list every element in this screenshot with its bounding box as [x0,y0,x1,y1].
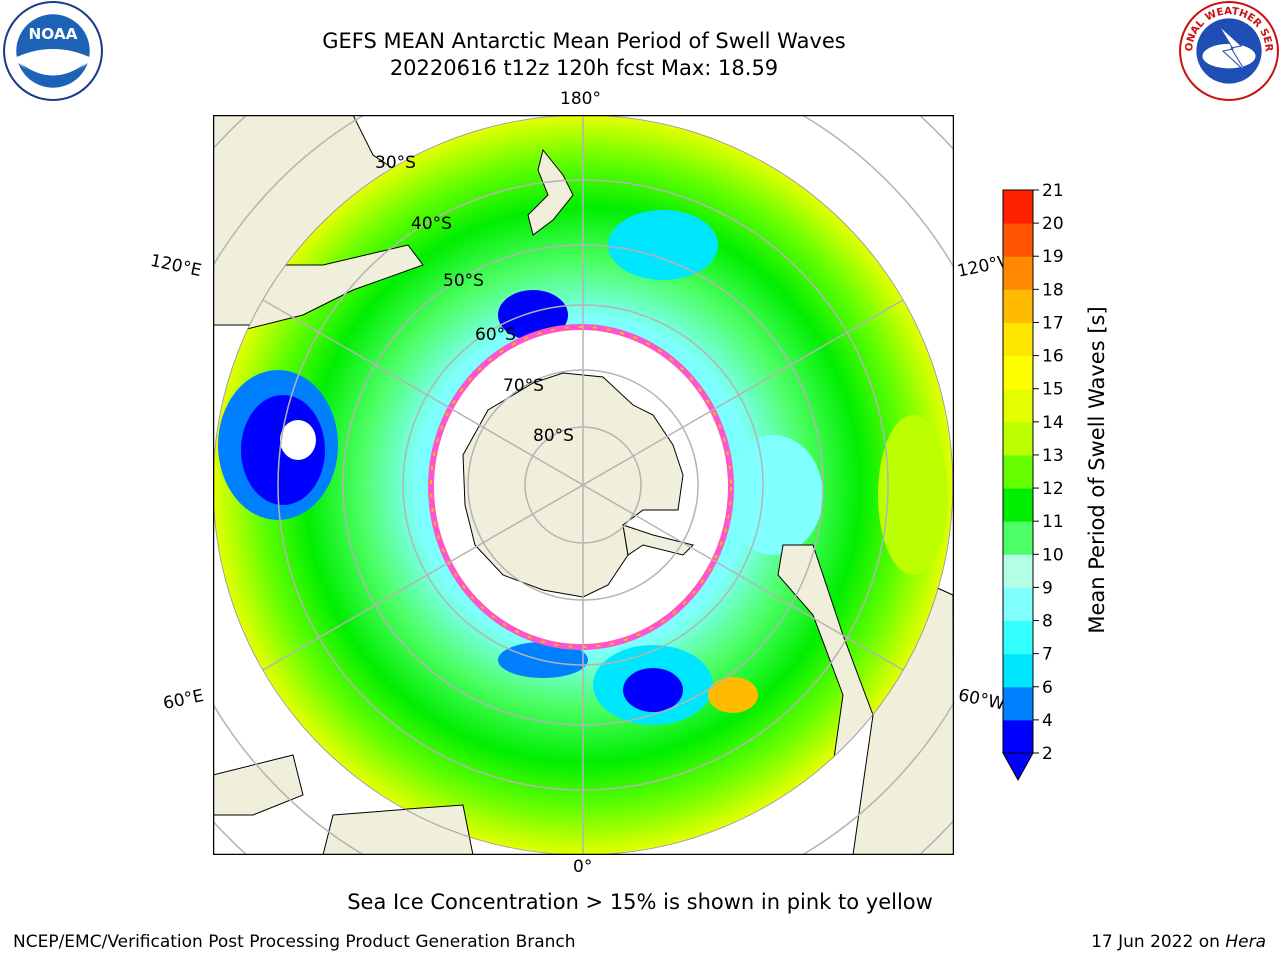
colorbar-tick-label: 18 [1042,280,1064,300]
colorbar-segment [1003,686,1033,721]
colorbar-segment [1003,388,1033,423]
colorbar-tick-label: 17 [1042,313,1064,333]
colorbar-tick-label: 9 [1042,578,1053,598]
map-border [213,115,954,855]
colorbar-segment [1003,653,1033,688]
colorbar-segment [1003,620,1033,655]
colorbar-tick-label: 8 [1042,612,1053,632]
colorbar-segment [1003,587,1033,622]
colorbar-tick-label: 4 [1042,711,1053,731]
colorbar-segment [1003,355,1033,390]
colorbar-tick-label: 13 [1042,446,1064,466]
colorbar-extend-arrow [1002,752,1034,782]
colorbar-segment [1003,719,1033,754]
lat-label-60s: 60°S [475,325,516,345]
colorbar-label: Mean Period of Swell Waves [s] [1085,306,1109,634]
colorbar-segment [1003,554,1033,588]
lat-label-70s: 70°S [503,376,544,396]
lon-label-60e: 60°E [161,685,206,715]
colorbar-segment [1003,421,1033,456]
colorbar-tick-label: 16 [1042,347,1064,367]
footer-credit: NCEP/EMC/Verification Post Processing Pr… [13,932,576,952]
colorbar-segment [1003,454,1033,489]
colorbar-segment [1003,289,1033,323]
colorbar-tick-label: 20 [1042,214,1064,234]
colorbar-segment [1003,322,1033,357]
footer-host: Hera [1225,932,1266,952]
polar-map: 30°S 40°S 50°S 60°S 70°S 80°S [213,115,954,855]
footer-date: 17 Jun 2022 on Hera [1091,932,1266,952]
lat-label-50s: 50°S [443,271,484,291]
chart-title: GEFS MEAN Antarctic Mean Period of Swell… [322,29,846,53]
colorbar-segment [1003,488,1033,522]
nws-logo: NATIONAL WEATHER SERVICE [1178,0,1279,101]
noaa-logo: NOAA [3,1,103,101]
colorbar-tick-label: 14 [1042,413,1064,433]
colorbar-tick-label: 2 [1042,744,1053,764]
lat-label-40s: 40°S [411,214,452,234]
colorbar-segment [1003,521,1033,555]
chart-subtitle: 20220616 t12z 120h fcst Max: 18.59 [389,56,779,80]
lon-label-0: 0° [573,857,593,877]
lat-label-80s: 80°S [533,426,574,446]
footer-date-text: 17 Jun 2022 on [1091,932,1226,952]
colorbar-segment [1003,256,1033,290]
colorbar-tick-label: 11 [1042,512,1064,532]
colorbar-tick-label: 12 [1042,479,1064,499]
colorbar-tick-label: 10 [1042,545,1064,565]
graticule [213,115,953,855]
colorbar-tick-label: 6 [1042,678,1053,698]
noaa-logo-text: NOAA [28,25,77,43]
lon-label-120e: 120°E [148,250,204,282]
colorbar-segment [1003,223,1033,257]
colorbar: 2 4 6 7 8 9 10 11 12 13 14 15 16 17 18 19 20 21 [1002,181,1064,782]
lon-label-180: 180° [560,89,601,109]
sea-ice-note: Sea Ice Concentration > 15% is shown in … [347,890,933,914]
colorbar-tick-label: 7 [1042,645,1053,665]
colorbar-segment [1003,190,1033,224]
lat-label-30s: 30°S [375,153,416,173]
colorbar-tick-label: 19 [1042,247,1064,267]
colorbar-tick-label: 21 [1042,181,1064,201]
colorbar-tick-label: 15 [1042,380,1064,400]
